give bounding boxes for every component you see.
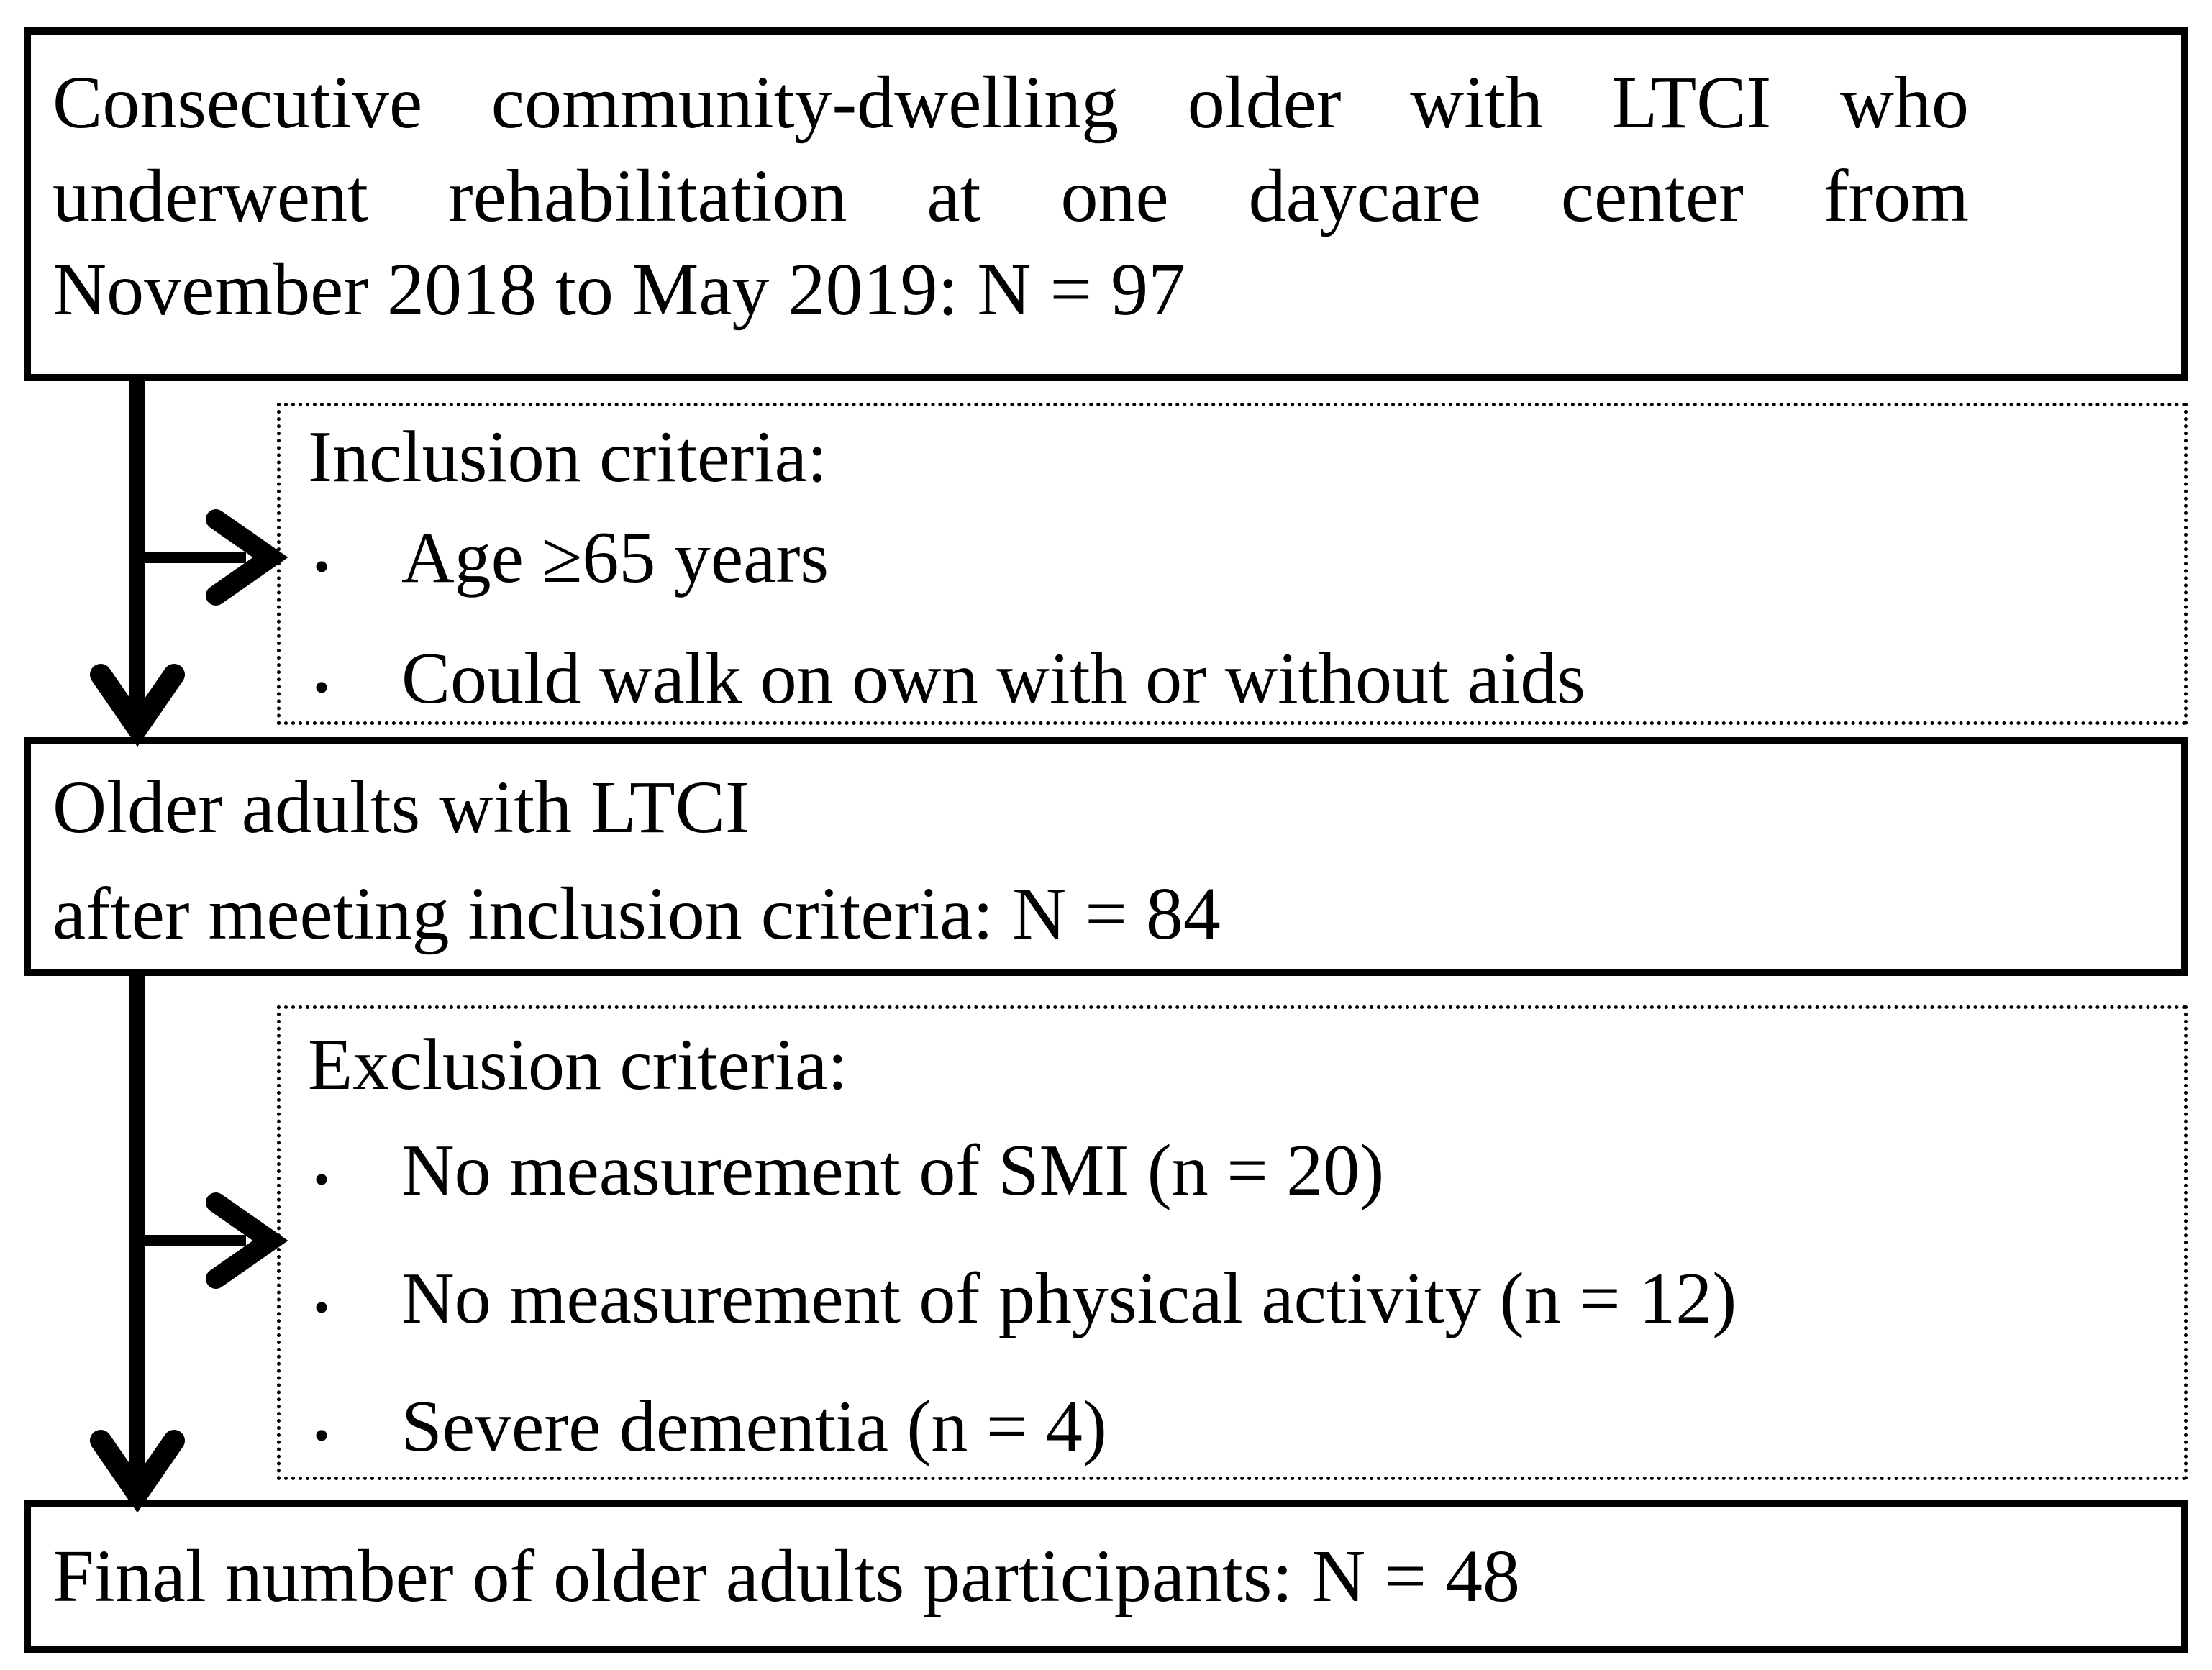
box-exclusion-criteria: Exclusion criteria: • No measurement of … xyxy=(277,1005,2188,1480)
arrowhead-down-icon xyxy=(90,1430,185,1513)
box-final-participants: Final number of older adults participant… xyxy=(24,1500,2188,1653)
exclusion-criteria-item: • No measurement of SMI (n = 20) xyxy=(308,1111,2170,1239)
inclusion-criteria-item: • Age ≥65 years xyxy=(308,502,2170,623)
arrowhead-right-icon xyxy=(206,509,288,606)
inclusion-item-text: Could walk on own with or without aids xyxy=(401,638,1586,719)
exclusion-item-text: No measurement of SMI (n = 20) xyxy=(401,1130,1385,1211)
inclusion-criteria-title: Inclusion criteria: xyxy=(308,416,828,498)
bullet-icon: • xyxy=(314,662,330,713)
bullet-icon: • xyxy=(314,1282,330,1333)
box-enrollment: Consecutive community-dwelling older wit… xyxy=(24,27,2188,381)
exclusion-criteria-item: • No measurement of physical activity (n… xyxy=(308,1239,2170,1367)
enrollment-line-2: underwent rehabilitation at one daycare … xyxy=(53,155,1969,237)
after-inclusion-line-2: after meeting inclusion criteria: N = 84 xyxy=(53,872,1221,955)
inclusion-criteria-item: • Could walk on own with or without aids xyxy=(308,623,2170,744)
inclusion-item-text: Age ≥65 years xyxy=(401,517,829,598)
final-participants-line: Final number of older adults participant… xyxy=(53,1535,1521,1617)
enrollment-line-3: November 2018 to May 2019: N = 97 xyxy=(53,248,1186,331)
after-inclusion-line-1: Older adults with LTCI xyxy=(53,766,750,849)
bullet-icon: • xyxy=(314,1410,330,1461)
bullet-icon: • xyxy=(314,1154,330,1205)
box-inclusion-criteria: Inclusion criteria: • Age ≥65 years • Co… xyxy=(277,403,2188,725)
arrowhead-right-icon xyxy=(206,1192,288,1289)
enrollment-line-1: Consecutive community-dwelling older wit… xyxy=(53,61,1969,144)
bullet-icon: • xyxy=(314,542,330,592)
exclusion-item-text: No measurement of physical activity (n =… xyxy=(401,1258,1737,1339)
arrowhead-down-icon xyxy=(90,664,185,747)
exclusion-criteria-title: Exclusion criteria: xyxy=(308,1024,848,1105)
exclusion-item-text: Severe dementia (n = 4) xyxy=(401,1386,1107,1467)
box-after-inclusion: Older adults with LTCI after meeting inc… xyxy=(24,737,2188,976)
exclusion-criteria-item: • Severe dementia (n = 4) xyxy=(308,1367,2170,1495)
